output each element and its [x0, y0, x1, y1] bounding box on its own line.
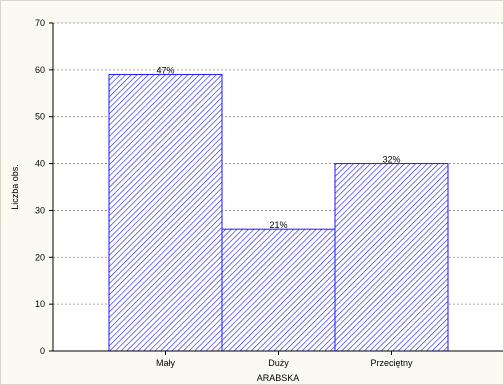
y-tick-label: 0 [40, 346, 45, 356]
data-labels: 47% 21% 32% [156, 66, 400, 231]
y-tick-label: 50 [35, 112, 45, 122]
y-tick-label: 60 [35, 65, 45, 75]
y-tick-label: 70 [35, 18, 45, 28]
y-tick-label: 20 [35, 252, 45, 262]
x-tick-label: Mały [156, 358, 176, 368]
x-tick-label: Duży [268, 358, 289, 368]
bar-data-label: 21% [269, 220, 287, 230]
x-axis-label: ARABSKA [257, 373, 300, 383]
y-tick-label: 10 [35, 299, 45, 309]
x-tick-label: Przeciętny [370, 358, 413, 368]
bar-1 [221, 228, 336, 352]
x-ticks: Mały Duży Przeciętny [156, 351, 413, 368]
y-ticks: 0 10 20 30 40 50 60 70 [35, 18, 53, 356]
bar-data-label: 47% [156, 66, 174, 76]
bar-0 [108, 74, 223, 352]
y-tick-label: 40 [35, 159, 45, 169]
bars-group [108, 74, 449, 352]
y-axis-label: Liczba obs. [10, 164, 20, 210]
bar-2 [334, 163, 449, 352]
bar-data-label: 32% [382, 155, 400, 165]
y-tick-label: 30 [35, 205, 45, 215]
